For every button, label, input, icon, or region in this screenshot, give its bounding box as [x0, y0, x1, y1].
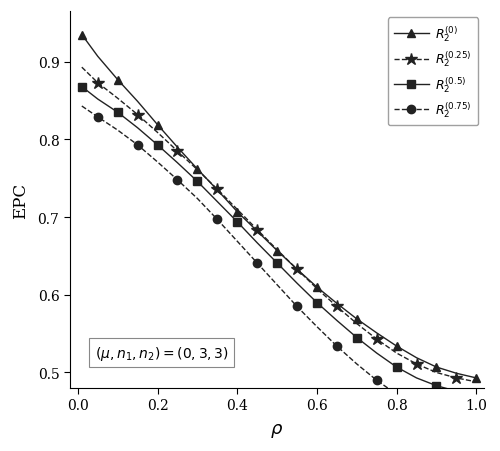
$R_2^{(0.25)}$ — [334, 304, 340, 309]
Line: $R_2^{(0.5)}$: $R_2^{(0.5)}$ — [78, 83, 480, 398]
$R_2^{(0.75)}$ — [334, 344, 340, 349]
$R_2^{(0.5)}$ — [454, 389, 460, 394]
$R_2^{(0.5)}$ — [94, 97, 100, 102]
$R_2^{(0.25)}$ — [474, 379, 480, 385]
$R_2^{(0.25)}$ — [134, 113, 140, 118]
$R_2^{(0.5)}$ — [434, 383, 440, 389]
Text: $(\mu,n_1,n_2) = (0,3,3)$: $(\mu,n_1,n_2) = (0,3,3)$ — [94, 344, 228, 362]
$R_2^{(0.75)}$ — [314, 324, 320, 330]
Y-axis label: EPC: EPC — [12, 182, 29, 218]
$R_2^{(0.5)}$ — [114, 110, 120, 115]
$R_2^{(0.5)}$ — [174, 161, 180, 166]
$R_2^{(0)}$ — [354, 317, 360, 322]
$R_2^{(0.25)}$ — [254, 227, 260, 233]
$R_2^{(0)}$ — [394, 344, 400, 349]
$R_2^{(0.75)}$ — [254, 261, 260, 266]
$R_2^{(0.5)}$ — [234, 220, 240, 225]
$R_2^{(0.75)}$ — [154, 160, 160, 165]
$R_2^{(0.25)}$ — [114, 97, 120, 102]
$R_2^{(0.25)}$ — [454, 375, 460, 381]
$R_2^{(0)}$ — [294, 267, 300, 272]
$R_2^{(0)}$ — [134, 99, 140, 105]
$R_2^{(0.5)}$ — [194, 179, 200, 184]
$R_2^{(0.5)}$ — [154, 143, 160, 148]
X-axis label: $\rho$: $\rho$ — [270, 421, 283, 439]
$R_2^{(0.75)}$ — [294, 304, 300, 309]
$R_2^{(0.5)}$ — [334, 318, 340, 323]
$R_2^{(0.75)}$ — [374, 377, 380, 383]
$R_2^{(0.25)}$ — [94, 81, 100, 86]
$R_2^{(0.75)}$ — [79, 104, 85, 110]
$R_2^{(0.25)}$ — [294, 267, 300, 272]
$R_2^{(0.25)}$ — [274, 248, 280, 253]
$R_2^{(0.75)}$ — [394, 391, 400, 397]
$R_2^{(0.5)}$ — [474, 391, 480, 396]
$R_2^{(0.5)}$ — [134, 126, 140, 131]
Legend: $R_2^{(0)}$, $R_2^{(0.25)}$, $R_2^{(0.5)}$, $R_2^{(0.75)}$: $R_2^{(0)}$, $R_2^{(0.25)}$, $R_2^{(0.5)… — [388, 18, 478, 126]
$R_2^{(0.5)}$ — [354, 335, 360, 341]
$R_2^{(0.75)}$ — [134, 143, 140, 148]
$R_2^{(0)}$ — [434, 364, 440, 370]
Line: $R_2^{(0.75)}$: $R_2^{(0.75)}$ — [78, 103, 480, 424]
$R_2^{(0.75)}$ — [94, 115, 100, 120]
$R_2^{(0)}$ — [374, 331, 380, 336]
$R_2^{(0)}$ — [474, 375, 480, 381]
$R_2^{(0)}$ — [274, 248, 280, 253]
$R_2^{(0.5)}$ — [254, 240, 260, 246]
$R_2^{(0.25)}$ — [214, 187, 220, 193]
$R_2^{(0.25)}$ — [394, 350, 400, 356]
$R_2^{(0.25)}$ — [174, 149, 180, 154]
$R_2^{(0)}$ — [334, 301, 340, 306]
$R_2^{(0.75)}$ — [174, 178, 180, 183]
$R_2^{(0)}$ — [114, 78, 120, 83]
$R_2^{(0.5)}$ — [294, 281, 300, 286]
$R_2^{(0.25)}$ — [194, 168, 200, 173]
$R_2^{(0.25)}$ — [414, 361, 420, 367]
$R_2^{(0.75)}$ — [234, 239, 240, 244]
$R_2^{(0.75)}$ — [194, 196, 200, 202]
$R_2^{(0)}$ — [154, 123, 160, 128]
$R_2^{(0)}$ — [194, 167, 200, 172]
$R_2^{(0)}$ — [314, 285, 320, 290]
Line: $R_2^{(0)}$: $R_2^{(0)}$ — [78, 31, 480, 382]
$R_2^{(0.25)}$ — [354, 321, 360, 327]
$R_2^{(0.5)}$ — [274, 261, 280, 266]
$R_2^{(0.75)}$ — [474, 417, 480, 423]
$R_2^{(0.5)}$ — [374, 350, 380, 356]
$R_2^{(0.5)}$ — [394, 364, 400, 370]
$R_2^{(0.75)}$ — [454, 415, 460, 420]
$R_2^{(0.75)}$ — [274, 282, 280, 288]
$R_2^{(0.25)}$ — [314, 286, 320, 292]
$R_2^{(0.5)}$ — [79, 85, 85, 90]
$R_2^{(0)}$ — [254, 229, 260, 234]
$R_2^{(0)}$ — [174, 145, 180, 151]
$R_2^{(0.75)}$ — [414, 402, 420, 408]
$R_2^{(0.75)}$ — [214, 217, 220, 223]
$R_2^{(0.25)}$ — [374, 336, 380, 342]
$R_2^{(0.5)}$ — [414, 375, 420, 381]
$R_2^{(0.5)}$ — [214, 199, 220, 205]
$R_2^{(0)}$ — [214, 188, 220, 193]
$R_2^{(0)}$ — [454, 371, 460, 376]
$R_2^{(0.25)}$ — [234, 207, 240, 212]
$R_2^{(0)}$ — [79, 33, 85, 38]
$R_2^{(0.25)}$ — [434, 370, 440, 375]
$R_2^{(0.75)}$ — [354, 361, 360, 367]
$R_2^{(0.25)}$ — [154, 130, 160, 136]
$R_2^{(0.25)}$ — [79, 65, 85, 71]
$R_2^{(0.5)}$ — [314, 300, 320, 306]
$R_2^{(0.75)}$ — [434, 410, 440, 416]
$R_2^{(0)}$ — [234, 210, 240, 215]
$R_2^{(0.75)}$ — [114, 128, 120, 133]
$R_2^{(0)}$ — [94, 55, 100, 60]
$R_2^{(0)}$ — [414, 355, 420, 361]
Line: $R_2^{(0.25)}$: $R_2^{(0.25)}$ — [76, 62, 482, 388]
